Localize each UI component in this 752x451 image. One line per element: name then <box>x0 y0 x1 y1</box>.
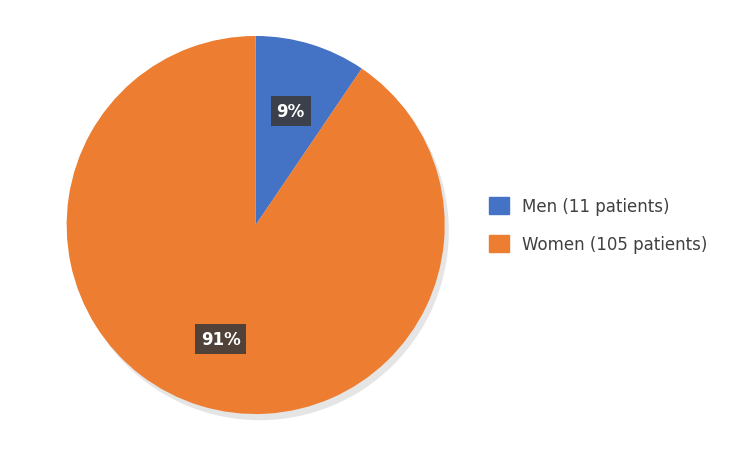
Wedge shape <box>67 37 444 414</box>
Text: 91%: 91% <box>201 330 241 348</box>
Legend: Men (11 patients), Women (105 patients): Men (11 patients), Women (105 patients) <box>482 191 714 260</box>
Ellipse shape <box>71 43 449 420</box>
Text: 9%: 9% <box>277 103 305 121</box>
Wedge shape <box>256 37 362 226</box>
